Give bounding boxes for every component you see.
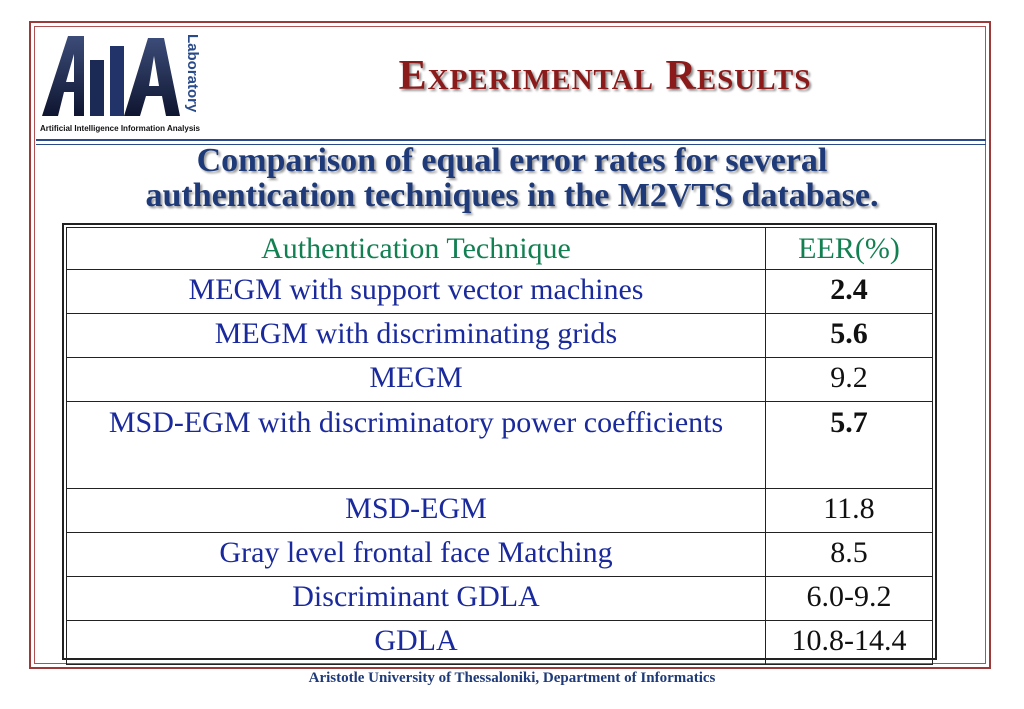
eer-cell: 2.4 [765,269,933,314]
eer-cell: 5.7 [765,401,933,489]
table-row: MSD-EGM 11.8 [66,488,933,533]
table-row: MSD-EGM with discriminatory power coeffi… [66,401,933,489]
table-row: GDLA 10.8-14.4 [66,620,933,665]
title-divider-thin [36,144,986,145]
subtitle-line-2: authentication techniques in the M2VTS d… [145,177,879,214]
eer-cell: 10.8-14.4 [765,620,933,665]
title-divider [36,139,986,141]
eer-cell: 6.0-9.2 [765,576,933,621]
header-eer: EER(%) [765,227,933,270]
technique-cell: MSD-EGM with discriminatory power coeffi… [66,401,766,489]
eer-cell: 8.5 [765,532,933,577]
technique-cell: MEGM with support vector machines [66,269,766,314]
eer-table-container: Authentication Technique EER(%) MEGM wit… [62,223,937,665]
table-row: Discriminant GDLA 6.0-9.2 [66,576,933,621]
technique-cell: MSD-EGM [66,488,766,533]
technique-cell: MEGM [66,357,766,402]
table-row: MEGM 9.2 [66,357,933,402]
technique-cell: Discriminant GDLA [66,576,766,621]
header-technique: Authentication Technique [66,227,766,270]
slide-title: Experimental Results [398,53,812,99]
slide-subtitle: Comparison of equal error rates for seve… [40,143,984,213]
slide-footer: Aristotle University of Thessaloniki, De… [308,670,716,686]
eer-table: Authentication Technique EER(%) MEGM wit… [66,227,933,665]
eer-cell: 5.6 [765,313,933,358]
eer-cell: 9.2 [765,357,933,402]
slide-frame-outer [29,21,991,669]
technique-cell: GDLA [66,620,766,665]
table-row: Gray level frontal face Matching 8.5 [66,532,933,577]
svg-text:Artificial Intelligence Inform: Artificial Intelligence Information Anal… [40,123,200,133]
table-row: MEGM with support vector machines 2.4 [66,269,933,314]
eer-cell: 11.8 [765,488,933,533]
aiia-logo: Laboratory Artificial Intelligence Infor… [40,34,201,133]
technique-cell: MEGM with discriminating grids [66,313,766,358]
technique-cell: Gray level frontal face Matching [66,532,766,577]
table-row: MEGM with discriminating grids 5.6 [66,313,933,358]
subtitle-line-1: Comparison of equal error rates for seve… [196,142,828,179]
table-header-row: Authentication Technique EER(%) [66,227,933,270]
svg-text:Laboratory: Laboratory [184,34,201,113]
